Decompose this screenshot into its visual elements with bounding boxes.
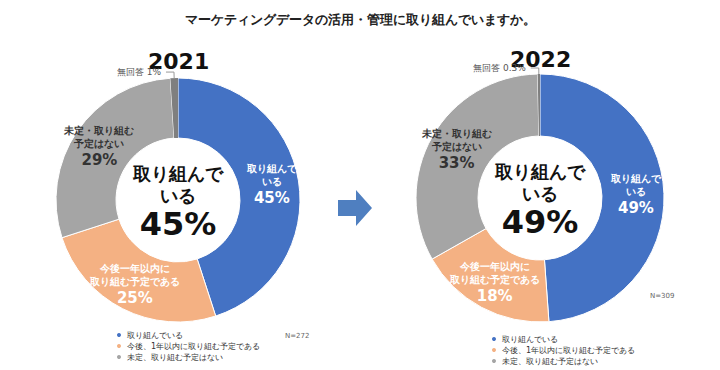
svg-text:取り組んでいる: 取り組んでいる <box>127 331 183 340</box>
svg-text:今後、1年以内に取り組む予定である: 今後、1年以内に取り組む予定である <box>127 342 260 351</box>
svg-text:無回答 1%: 無回答 1% <box>117 67 162 77</box>
svg-text:取り組んで: 取り組んで <box>494 161 586 182</box>
svg-text:今後一年以内に: 今後一年以内に <box>459 261 530 272</box>
svg-text:取り組んで: 取り組んで <box>132 163 224 184</box>
svg-text:未定・取り組む: 未定・取り組む <box>421 128 492 139</box>
svg-text:2022: 2022 <box>510 46 572 72</box>
svg-text:いる: いる <box>522 183 558 204</box>
svg-text:29%: 29% <box>81 151 117 169</box>
svg-text:今後、1年以内に取り組む予定である: 今後、1年以内に取り組む予定である <box>502 346 635 355</box>
svg-text:いる: いる <box>262 176 282 187</box>
svg-text:N=272: N=272 <box>285 332 309 340</box>
svg-text:取り組む予定である: 取り組む予定である <box>449 274 540 285</box>
svg-text:取り組んで: 取り組んで <box>610 173 662 184</box>
svg-text:49%: 49% <box>502 203 579 241</box>
svg-text:今後一年以内に: 今後一年以内に <box>99 263 170 274</box>
svg-text:いる: いる <box>626 186 646 197</box>
svg-text:いる: いる <box>160 185 196 206</box>
svg-text:マーケティングデータの活用・管理に取り組んでいますか。: マーケティングデータの活用・管理に取り組んでいますか。 <box>185 12 536 27</box>
svg-text:未定、取り組む予定はない: 未定、取り組む予定はない <box>127 353 223 362</box>
svg-text:未定・取り組む: 未定・取り組む <box>63 125 134 136</box>
svg-text:予定はない: 予定はない <box>431 141 482 153</box>
svg-text:49%: 49% <box>618 199 654 217</box>
svg-text:18%: 18% <box>477 287 513 305</box>
svg-text:45%: 45% <box>254 189 290 207</box>
svg-text:25%: 25% <box>117 289 153 307</box>
svg-text:N=309: N=309 <box>650 292 674 300</box>
svg-text:2021: 2021 <box>148 48 210 74</box>
svg-text:取り組んでいる: 取り組んでいる <box>502 335 558 344</box>
svg-text:無回答 0.3%: 無回答 0.3% <box>473 63 526 73</box>
svg-text:予定はない: 予定はない <box>73 138 124 150</box>
svg-text:33%: 33% <box>439 154 475 172</box>
svg-text:取り組んで: 取り組んで <box>246 163 298 174</box>
svg-text:取り組む予定である: 取り組む予定である <box>89 276 180 287</box>
svg-text:未定、取り組む予定はない: 未定、取り組む予定はない <box>502 357 598 366</box>
svg-text:45%: 45% <box>140 205 217 243</box>
